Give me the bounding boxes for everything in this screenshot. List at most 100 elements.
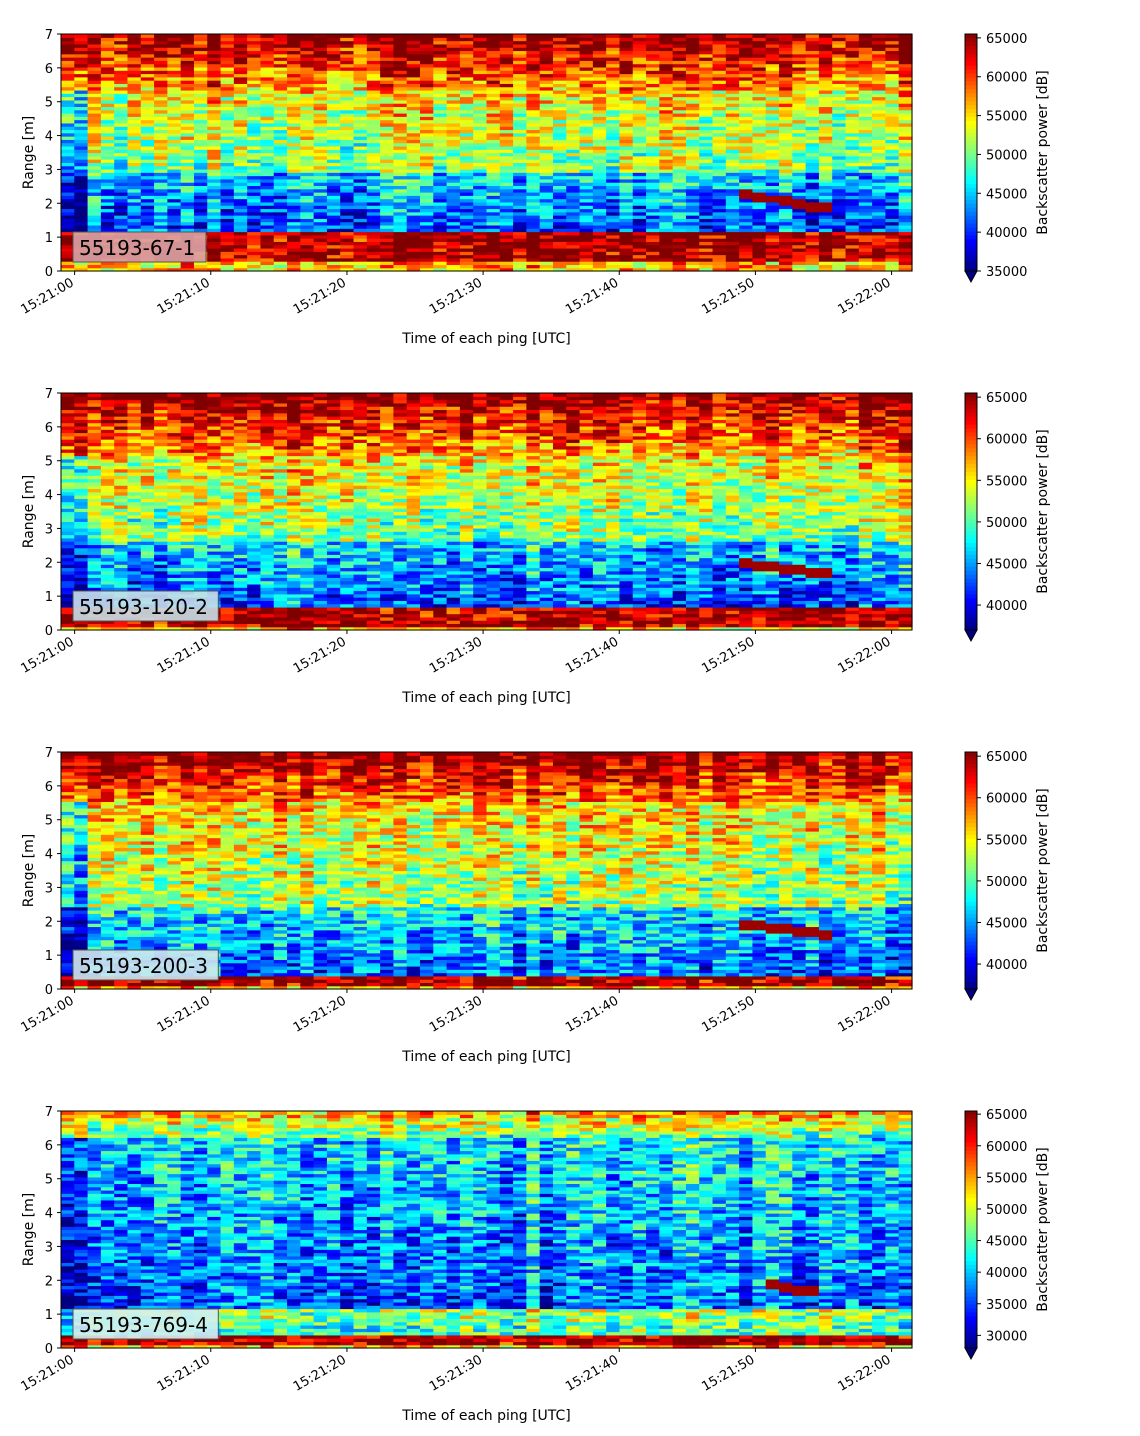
heatmap-cell — [233, 175, 248, 180]
heatmap-cell — [193, 195, 208, 200]
heatmap-cell — [61, 136, 75, 140]
heatmap-cell — [180, 63, 195, 68]
heatmap-cell — [180, 218, 195, 223]
heatmap-cell — [326, 254, 341, 259]
heatmap-cell — [273, 215, 288, 219]
heatmap-cell — [233, 70, 248, 75]
y-tick-label: 5 — [45, 96, 53, 111]
heatmap-cell — [100, 178, 115, 183]
heatmap-cell — [300, 159, 315, 163]
heatmap-cell — [313, 221, 328, 226]
heatmap-cell — [140, 50, 155, 55]
heatmap-cell — [87, 149, 102, 154]
heatmap-cell — [61, 247, 75, 252]
heatmap-cell — [74, 192, 89, 196]
heatmap-cell — [233, 83, 248, 88]
heatmap-cell — [127, 159, 142, 163]
heatmap-cell — [233, 96, 248, 101]
heatmap-cell — [140, 37, 155, 42]
heatmap-cell — [193, 80, 208, 84]
heatmap-cell — [193, 145, 208, 150]
heatmap-cell — [220, 198, 235, 203]
colorbar-segment — [965, 81, 977, 86]
heatmap-cell — [326, 257, 341, 262]
heatmap-cell — [114, 172, 129, 177]
heatmap-cell — [74, 172, 89, 177]
heatmap-cell — [87, 86, 102, 91]
heatmap-cell — [287, 261, 301, 266]
heatmap-cell — [326, 201, 341, 206]
heatmap-cell — [140, 145, 155, 150]
heatmap-cell — [260, 241, 275, 246]
heatmap-cell — [167, 168, 182, 173]
heatmap-cell — [167, 83, 182, 88]
heatmap-cell — [167, 201, 182, 206]
heatmap-cell — [61, 70, 75, 75]
heatmap-cell — [233, 247, 248, 252]
heatmap-cell — [313, 234, 328, 239]
heatmap-cell — [61, 234, 75, 239]
heatmap-cell — [114, 185, 129, 190]
heatmap-cell — [220, 215, 235, 219]
heatmap-cell — [180, 73, 195, 78]
heatmap-cell — [260, 254, 275, 259]
heatmap-cell — [61, 40, 75, 45]
heatmap-cell — [233, 257, 248, 262]
heatmap-cell — [233, 136, 248, 140]
heatmap-cell — [154, 168, 168, 173]
heatmap-cell — [313, 192, 328, 196]
heatmap-cell — [313, 175, 328, 180]
heatmap-cell — [300, 155, 315, 160]
heatmap-cell — [74, 89, 89, 94]
heatmap-cell — [287, 247, 301, 252]
heatmap-cell — [207, 168, 222, 173]
heatmap-cell — [180, 192, 195, 196]
heatmap-cell — [61, 215, 75, 219]
heatmap-cell — [127, 264, 142, 269]
heatmap-cell — [260, 224, 275, 229]
heatmap-cell — [167, 106, 182, 111]
heatmap-cell — [140, 261, 155, 266]
heatmap-cell — [127, 73, 142, 78]
heatmap-cell — [287, 152, 301, 157]
heatmap-cell — [167, 57, 182, 61]
heatmap-cell — [140, 211, 155, 216]
heatmap-cell — [87, 57, 102, 61]
heatmap-cell — [74, 178, 89, 183]
heatmap-cell — [114, 80, 129, 84]
heatmap-cell — [127, 205, 142, 210]
heatmap-cell — [300, 244, 315, 249]
heatmap-cell — [140, 60, 155, 65]
heatmap-cell — [140, 218, 155, 223]
heatmap-cell — [114, 47, 129, 52]
heatmap-cell — [220, 178, 235, 183]
heatmap-cell — [233, 99, 248, 104]
heatmap-cell — [140, 172, 155, 177]
heatmap-cell — [74, 201, 89, 206]
heatmap-cell — [247, 126, 262, 131]
heatmap-cell — [140, 149, 155, 154]
heatmap-cell — [220, 247, 235, 252]
heatmap-cell — [61, 244, 75, 249]
heatmap-cell — [725, 34, 740, 38]
heatmap-cell — [154, 182, 168, 187]
heatmap-cell — [233, 53, 248, 58]
heatmap-cell — [100, 109, 115, 114]
heatmap-cell — [220, 195, 235, 200]
heatmap-cell — [220, 155, 235, 160]
heatmap-cell — [180, 159, 195, 163]
colorbar-segment — [965, 97, 977, 102]
heatmap-cell — [313, 37, 328, 42]
heatmap-cell — [167, 47, 182, 52]
heatmap-cell — [260, 89, 275, 94]
heatmap-cell — [87, 182, 102, 187]
heatmap-cell — [818, 34, 833, 38]
heatmap-cell — [273, 195, 288, 200]
heatmap-cell — [74, 122, 89, 127]
heatmap-cell — [114, 201, 129, 206]
heatmap-cell — [127, 66, 142, 71]
heatmap-cell — [247, 185, 262, 190]
heatmap-cell — [326, 264, 341, 269]
heatmap-cell — [247, 113, 262, 117]
heatmap-cell — [154, 175, 168, 180]
